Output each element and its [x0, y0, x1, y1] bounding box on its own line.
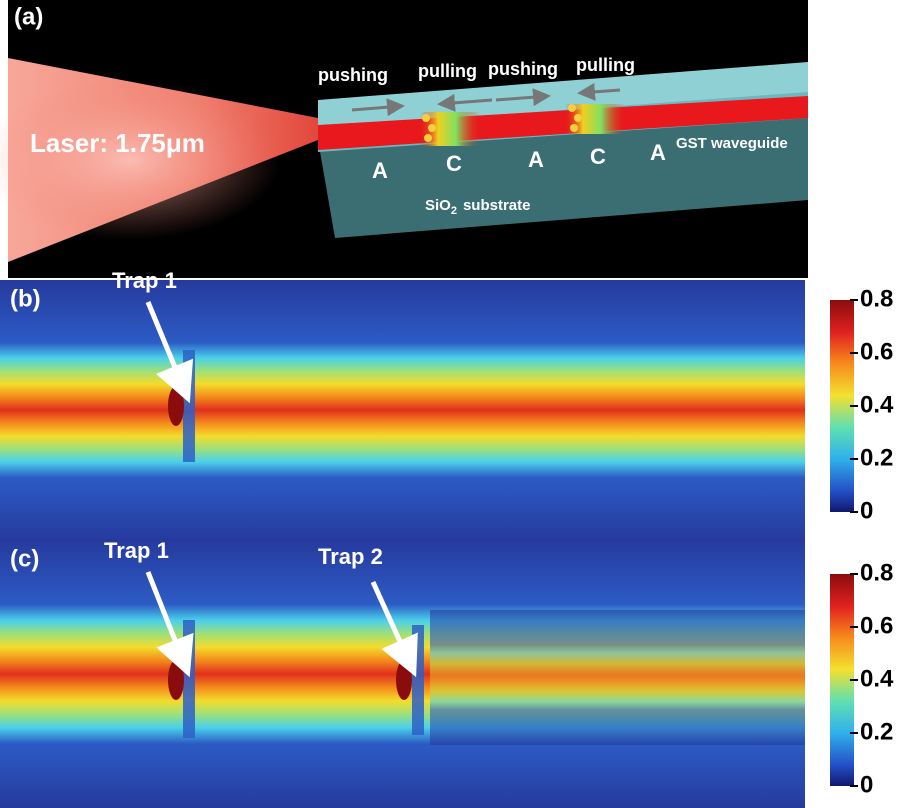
trap-gap [183, 350, 195, 462]
colorbar-tick-label: 0 [860, 771, 873, 798]
field-map [0, 280, 805, 540]
colorbar: 0.8 0.6 0.4 0.2 0 [830, 559, 894, 798]
panel-c: (c) Trap 1 Trap 2 [0, 538, 805, 808]
field-map-weak [430, 610, 805, 745]
panel-label: (b) [10, 285, 41, 312]
force-label: pulling [418, 61, 477, 81]
trap-gap [183, 620, 195, 738]
trap-label: Trap 2 [318, 544, 383, 569]
formula: SiO [425, 197, 451, 214]
panel-label: (c) [10, 545, 39, 572]
figure: (a) Laser: 1.75μm pushing pulling pushin… [0, 0, 910, 808]
colorbar-tick-label: 0 [860, 497, 873, 524]
panel-label: (a) [14, 3, 43, 30]
colorbar-tick-label: 0.2 [860, 718, 893, 745]
phase-label: A [650, 140, 666, 165]
trap-gap [412, 625, 424, 735]
phase-label: A [528, 147, 544, 172]
trap-label: Trap 1 [112, 268, 177, 293]
phase-label: C [446, 151, 462, 176]
trap-label: Trap 1 [104, 538, 169, 563]
colorbar: 0.8 0.6 0.4 0.2 0 [830, 285, 894, 524]
force-label: pushing [488, 59, 558, 79]
page: {"panels": [ {"label": "(a)", "laser": "… [0, 0, 910, 808]
colorbar-tick-label: 0.4 [860, 665, 894, 692]
laser-label: Laser: 1.75μm [30, 128, 205, 158]
colorbar-tick-label: 0.8 [860, 285, 893, 312]
colorbar-tick-label: 0.4 [860, 391, 894, 418]
colorbar-tick-label: 0.2 [860, 444, 893, 471]
phase-label: A [372, 158, 388, 183]
phase-label: C [590, 144, 606, 169]
colorbar-tick-label: 0.8 [860, 559, 893, 586]
colorbar-tick-label: 0.6 [860, 612, 893, 639]
waveguide-label: GST waveguide [676, 135, 788, 152]
panel-a: (a) Laser: 1.75μm pushing pulling pushin… [0, 0, 808, 278]
hot-spot [168, 386, 184, 426]
panel-b: (b) Trap 1 [0, 268, 805, 540]
substrate-label: SiO2 substrate [425, 197, 531, 217]
substrate-text: substrate [463, 197, 531, 214]
force-label: pulling [576, 55, 635, 75]
hot-spot [168, 660, 184, 700]
colorbar-tick-label: 0.6 [860, 338, 893, 365]
force-label: pushing [318, 65, 388, 85]
subscript: 2 [451, 205, 457, 217]
